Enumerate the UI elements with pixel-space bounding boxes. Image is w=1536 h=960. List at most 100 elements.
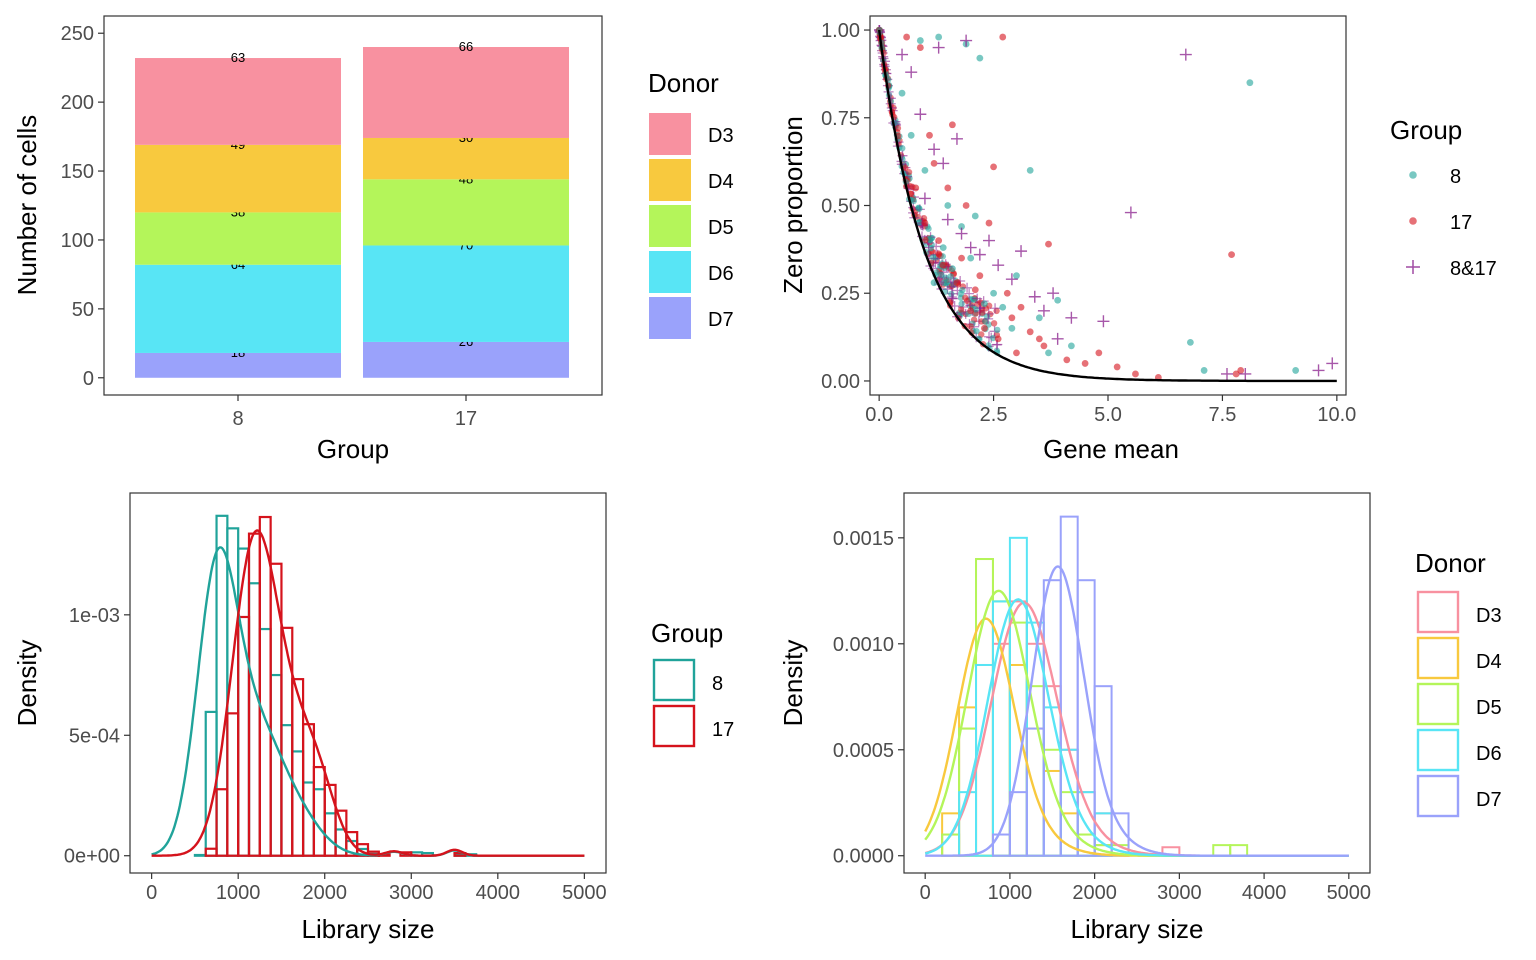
legend-group: Group 8 17 — [651, 618, 734, 748]
histogram-bar-8 — [247, 582, 261, 857]
x-axis-title: Group — [317, 434, 389, 464]
point-8and17 — [923, 242, 934, 253]
point-8 — [947, 273, 954, 280]
point-8 — [1008, 324, 1016, 332]
bar-segment-d6-group-17 — [363, 245, 569, 342]
histogram-bar-8 — [291, 750, 305, 857]
x-axis-tick-label: 2000 — [302, 882, 347, 904]
panel-histogram-donor: 0 1000 2000 3000 4000 5000 0.0000 0.0005 0.0010 0… — [778, 492, 1502, 944]
x-axis-title: Gene mean — [1043, 434, 1179, 464]
legend-key-d6 — [1416, 728, 1460, 772]
point-17 — [1003, 289, 1011, 297]
point-8and17 — [983, 234, 995, 247]
axes: 0 1000 2000 3000 4000 5000 0e+00 5e-04 1e-03 — [64, 605, 607, 904]
point-8 — [925, 225, 932, 232]
panel-stacked-bar: 18643849632670483066 050100150200250817 … — [12, 15, 734, 464]
point-17 — [935, 237, 943, 244]
bar-segment-d3-group-8 — [135, 58, 341, 145]
histogram-bar-d3 — [941, 833, 961, 857]
point-17 — [967, 323, 974, 330]
scatter-points — [874, 25, 1339, 383]
density-curve-17 — [151, 529, 585, 857]
point-8and17 — [914, 108, 927, 121]
y-axis-tick-label: 200 — [61, 92, 94, 114]
point-8 — [958, 223, 965, 230]
legend-label: D4 — [708, 171, 734, 193]
point-8 — [958, 300, 965, 307]
histogram-bar-17 — [312, 765, 326, 857]
histogram-bar-17 — [258, 515, 272, 857]
point-8and17 — [972, 293, 983, 304]
point-17 — [1081, 360, 1089, 367]
legend-label: D3 — [708, 125, 734, 147]
axes: 0.0 2.5 5.0 7.5 10.0 0.00 0.25 0.50 0.75 1.00 — [821, 20, 1356, 426]
point-8 — [1045, 349, 1052, 357]
point-8and17 — [1179, 48, 1192, 61]
bar-segment-d6-group-8 — [135, 264, 341, 353]
point-17 — [979, 309, 986, 316]
point-17 — [1132, 370, 1139, 378]
point-17 — [958, 306, 965, 313]
legend-label: D4 — [1476, 651, 1502, 673]
x-axis-tick-label: 4000 — [1242, 882, 1287, 904]
point-17 — [922, 236, 929, 244]
legend-label: D6 — [708, 263, 734, 285]
x-axis-title: Library size — [302, 914, 435, 944]
legend-key-8and17 — [1406, 260, 1420, 274]
point-8 — [921, 167, 929, 174]
x-axis-tick-label: 2000 — [1072, 882, 1117, 904]
point-8 — [1067, 342, 1075, 350]
point-8and17 — [905, 66, 918, 79]
point-8and17 — [941, 213, 954, 226]
legend-title: Group — [651, 618, 723, 648]
histogram-bar-17 — [247, 532, 261, 857]
histogram-bar-17 — [237, 615, 251, 857]
legend-key-d5 — [649, 205, 691, 247]
point-17 — [930, 159, 938, 167]
density-curve-d5 — [924, 589, 1349, 857]
point-17 — [912, 184, 920, 192]
histogram-bar-8 — [280, 724, 294, 857]
histogram-bar-8 — [269, 673, 283, 857]
point-8and17 — [950, 132, 963, 145]
point-8and17 — [1221, 367, 1233, 380]
legend-key-d4 — [649, 159, 691, 201]
panel-border — [869, 15, 1347, 396]
point-8and17 — [973, 248, 986, 261]
legend-label: D3 — [1476, 605, 1502, 627]
point-8 — [935, 33, 943, 41]
legend-label: 8&17 — [1450, 258, 1497, 280]
legend-label: 17 — [712, 719, 734, 741]
bar-segment-d5-group-8 — [135, 212, 341, 265]
point-17 — [894, 124, 902, 132]
histogram-bar-17 — [323, 783, 337, 857]
y-axis-title: Number of cells — [12, 115, 42, 296]
legend-key-d5 — [1416, 682, 1460, 726]
legend-key-8 — [652, 658, 696, 702]
legend-label: D7 — [1476, 789, 1502, 811]
legend-label: 8 — [1450, 166, 1461, 188]
point-8 — [916, 37, 924, 44]
point-8and17 — [983, 313, 994, 324]
point-8and17 — [948, 293, 959, 304]
point-17 — [1232, 370, 1240, 378]
histogram-bar-d7 — [991, 833, 1011, 857]
point-17 — [1008, 314, 1016, 322]
point-17 — [939, 261, 947, 269]
point-17 — [903, 33, 911, 41]
point-8and17 — [1051, 332, 1064, 345]
density-curve-d3 — [924, 601, 1349, 857]
histogram-bar-d5 — [1212, 844, 1232, 857]
point-17 — [926, 131, 933, 139]
x-axis-tick-label: 1000 — [988, 882, 1033, 904]
point-17 — [914, 213, 922, 221]
histogram-bar-17 — [204, 847, 218, 857]
point-8and17 — [955, 227, 968, 240]
y-axis-tick-label: 0.0000 — [833, 846, 894, 868]
point-8and17 — [1312, 364, 1325, 377]
y-axis-tick-label: 0.25 — [821, 283, 860, 305]
point-8 — [907, 131, 915, 139]
point-8 — [948, 265, 956, 273]
y-axis-tick-label: 1e-03 — [69, 605, 120, 627]
histogram-bar-d7 — [1008, 791, 1028, 857]
